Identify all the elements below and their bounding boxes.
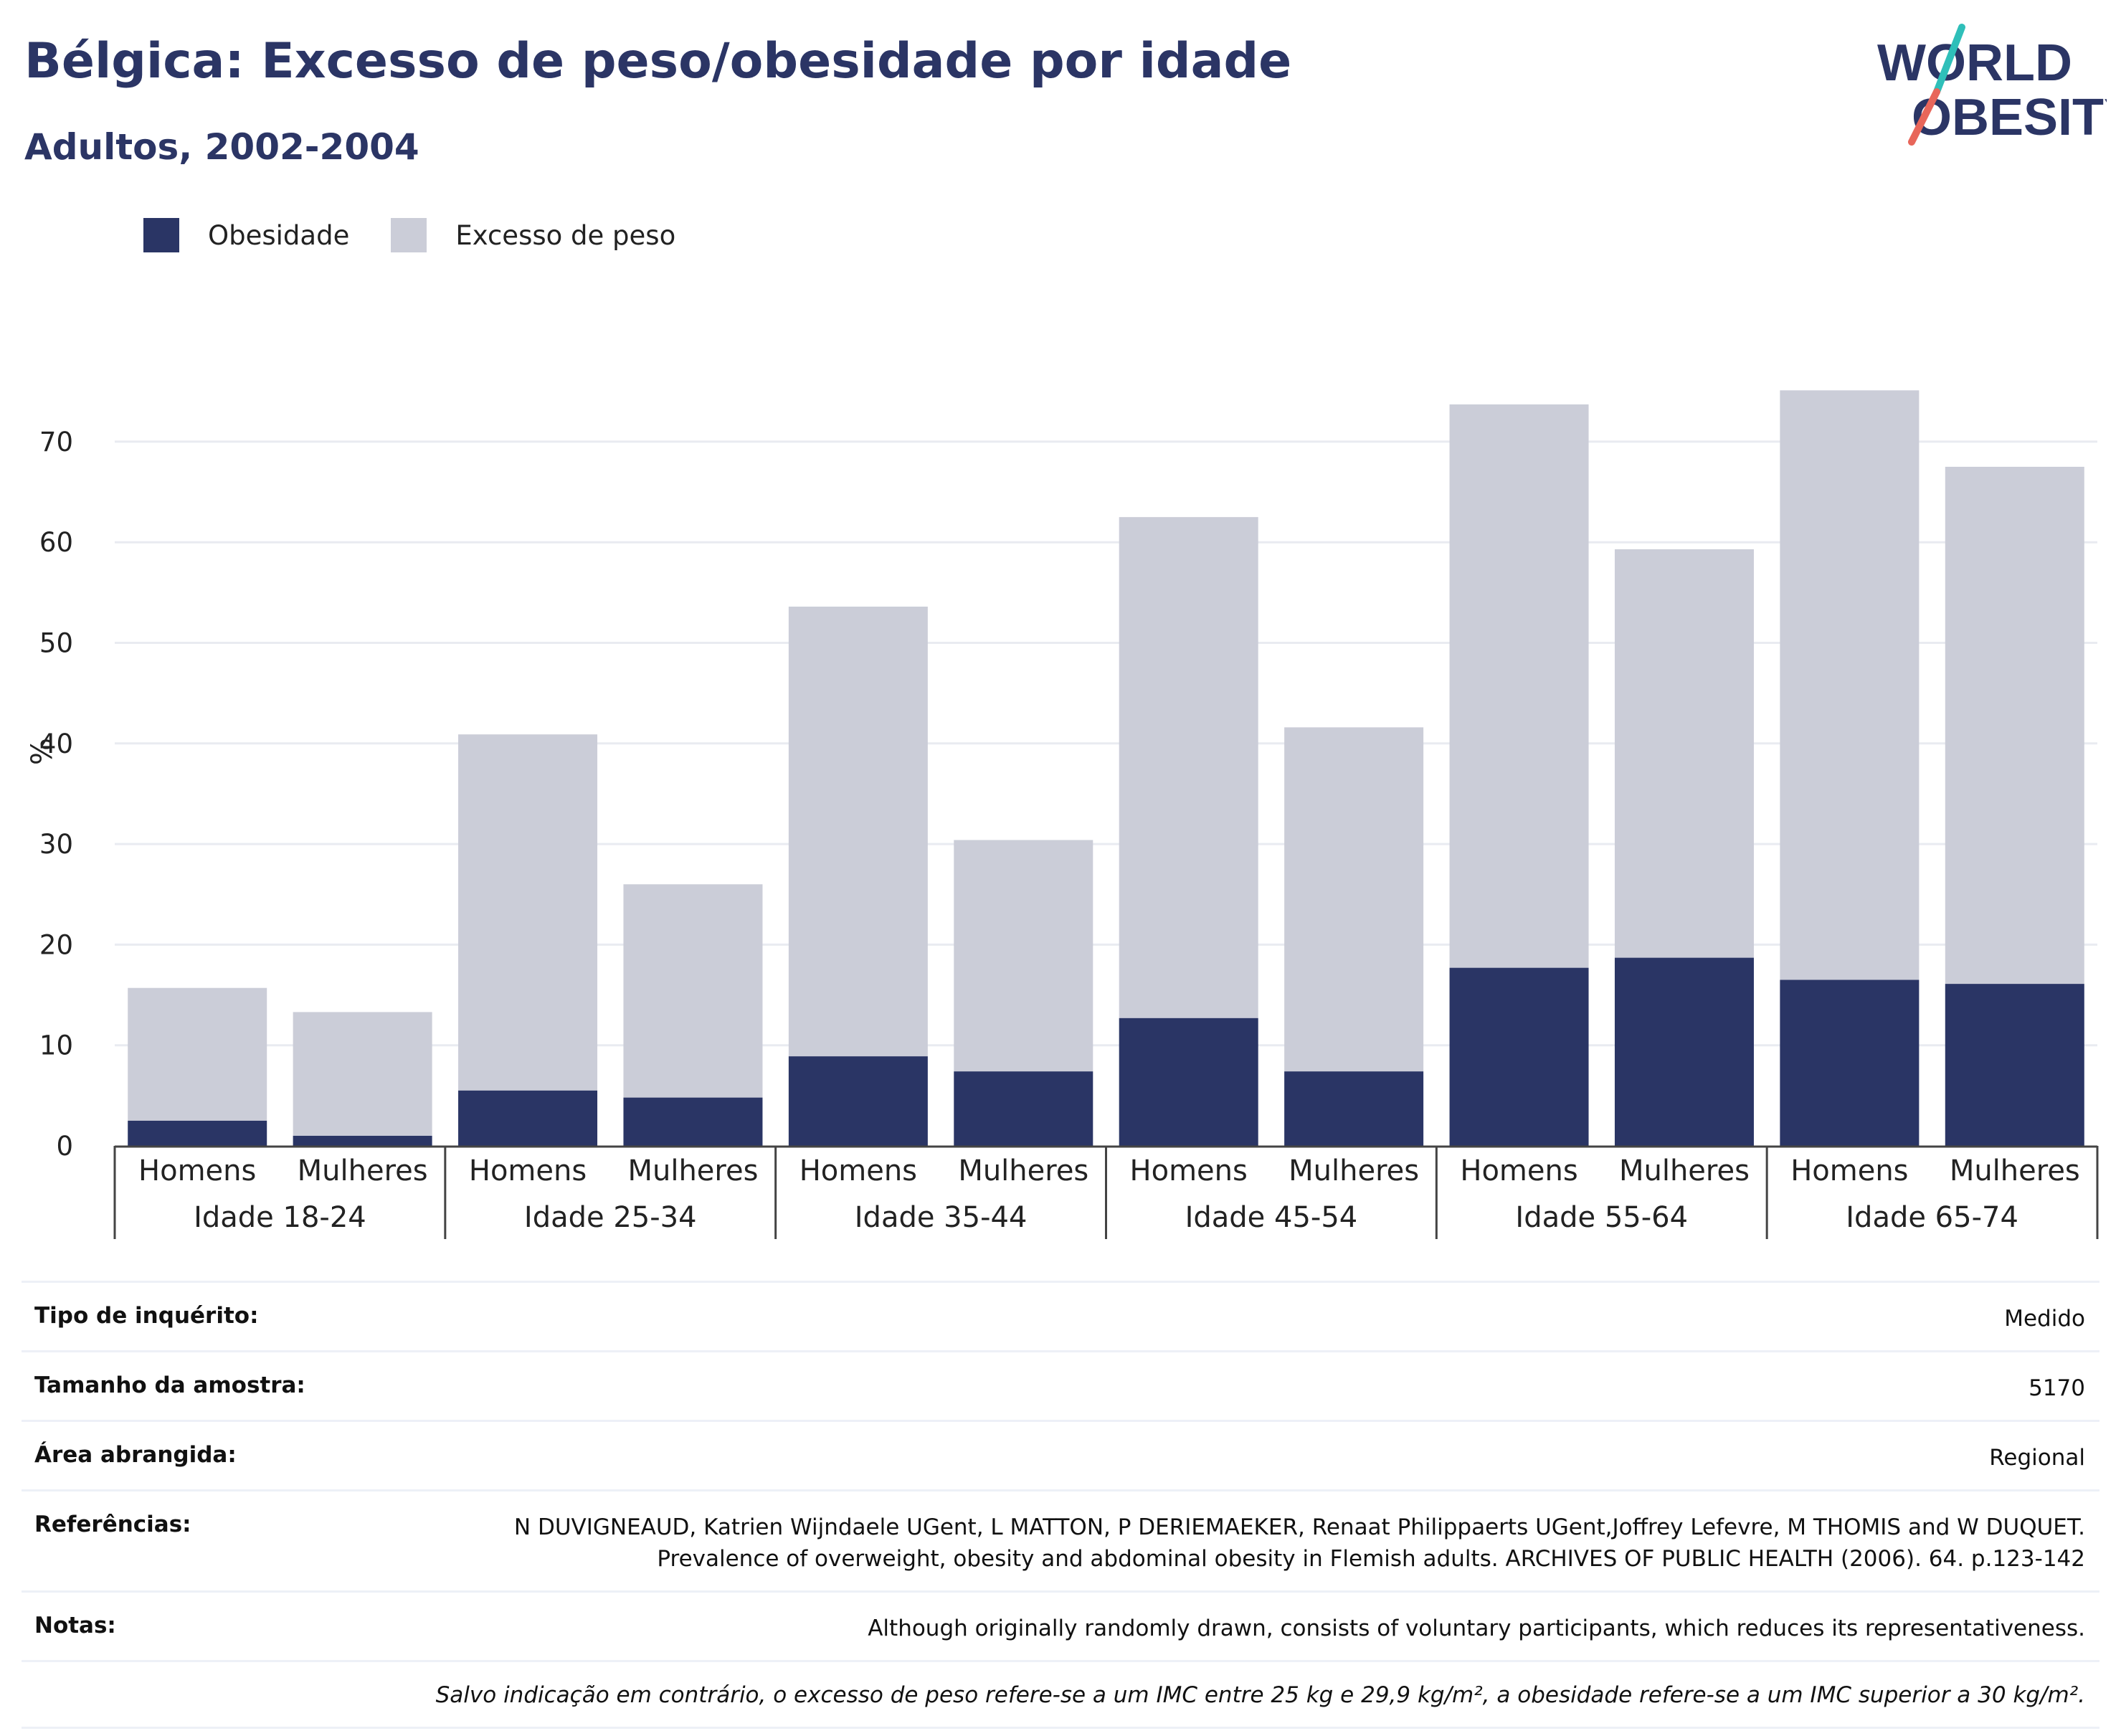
legend-item-overweight[interactable]: Excesso de peso xyxy=(391,218,675,252)
bar-overweight xyxy=(1780,390,1920,980)
x-tick-label: Homens xyxy=(1790,1154,1908,1187)
x-tick-label: Homens xyxy=(1130,1154,1248,1187)
info-row-notes: Notas: Although originally randomly draw… xyxy=(22,1590,2099,1660)
bar-overweight xyxy=(623,884,763,1098)
group-label: Idade 25-34 xyxy=(524,1201,697,1234)
y-tick-label: 20 xyxy=(39,929,73,960)
y-tick-label: 0 xyxy=(56,1131,73,1162)
bar-overweight xyxy=(293,1012,432,1136)
x-tick-label: Mulheres xyxy=(1950,1154,2080,1187)
legend-label-overweight: Excesso de peso xyxy=(455,219,676,251)
x-tick-label: Mulheres xyxy=(298,1154,428,1187)
info-row-sample-size: Tamanho da amostra: 5170 xyxy=(22,1350,2099,1420)
x-tick-label: Mulheres xyxy=(958,1154,1088,1187)
info-label: Referências: xyxy=(34,1512,191,1538)
x-tick-label: Mulheres xyxy=(1619,1154,1750,1187)
y-tick-label: 70 xyxy=(39,427,73,457)
x-tick-label: Homens xyxy=(138,1154,256,1187)
bar-overweight xyxy=(128,987,267,1121)
info-row-survey-type: Tipo de inquérito: Medido xyxy=(22,1281,2099,1350)
chart-subtitle: Adultos, 2002-2004 xyxy=(24,126,419,168)
bar-overweight xyxy=(788,606,928,1057)
svg-text:WORLD: WORLD xyxy=(1877,34,2072,92)
y-tick-label: 30 xyxy=(39,829,73,860)
legend-item-obesity[interactable]: Obesidade xyxy=(143,218,349,252)
y-tick-label: 50 xyxy=(39,628,73,659)
legend-label-obesity: Obesidade xyxy=(208,219,350,251)
x-tick-label: Mulheres xyxy=(1289,1154,1419,1187)
bar-overweight xyxy=(1614,549,1754,958)
info-row-area-covered: Área abrangida: Regional xyxy=(22,1420,2099,1489)
legend-swatch-obesity xyxy=(143,218,179,252)
bar-overweight xyxy=(458,734,598,1091)
bar-obesity xyxy=(1614,957,1754,1146)
bar-obesity xyxy=(1945,984,2084,1146)
y-tick-label: 60 xyxy=(39,527,73,558)
bar-overweight xyxy=(1284,727,1424,1072)
bar-obesity xyxy=(1119,1018,1258,1146)
chart-legend: Obesidade Excesso de peso xyxy=(143,215,717,255)
info-label: Tamanho da amostra: xyxy=(34,1372,305,1399)
group-label: Idade 35-44 xyxy=(855,1201,1028,1234)
x-tick-label: Homens xyxy=(1460,1154,1577,1187)
y-axis-label: % xyxy=(26,738,59,765)
survey-info-table: Tipo de inquérito: Medido Tamanho da amo… xyxy=(22,1281,2099,1730)
legend-swatch-overweight xyxy=(391,218,427,252)
x-tick-label: Mulheres xyxy=(627,1154,758,1187)
bar-overweight xyxy=(1449,404,1589,968)
bmi-footnote: Salvo indicação em contrário, o excesso … xyxy=(22,1660,2099,1730)
info-label: Notas: xyxy=(34,1613,116,1639)
svg-text:OBESITY: OBESITY xyxy=(1912,89,2107,146)
bar-obesity xyxy=(128,1120,267,1146)
group-label: Idade 55-64 xyxy=(1515,1201,1688,1234)
group-label: Idade 18-24 xyxy=(194,1201,366,1234)
y-tick-label: 40 xyxy=(39,729,73,759)
bar-obesity xyxy=(788,1056,928,1146)
x-tick-label: Homens xyxy=(799,1154,917,1187)
group-label: Idade 65-74 xyxy=(1846,1201,2018,1234)
chart-title: Bélgica: Excesso de peso/obesidade por i… xyxy=(24,33,1292,90)
info-value: N DUVIGNEAUD, Katrien Wijndaele UGent, L… xyxy=(513,1514,2085,1573)
bar-obesity xyxy=(954,1071,1093,1146)
info-label: Área abrangida: xyxy=(34,1442,237,1469)
info-value: 5170 xyxy=(2029,1375,2085,1402)
info-value: Regional xyxy=(1989,1445,2085,1471)
info-row-references: Referências: N DUVIGNEAUD, Katrien Wijnd… xyxy=(22,1489,2099,1590)
bar-obesity xyxy=(623,1097,763,1146)
bar-overweight xyxy=(1945,466,2084,985)
info-label: Tipo de inquérito: xyxy=(34,1303,259,1329)
world-obesity-logo: WORLD OBESITY xyxy=(1877,24,2107,146)
bar-obesity xyxy=(1780,980,1920,1146)
bar-overweight xyxy=(954,840,1093,1072)
info-value: Medido xyxy=(2004,1306,2085,1332)
y-tick-label: 10 xyxy=(39,1030,73,1061)
bar-overweight xyxy=(1119,517,1258,1018)
group-label: Idade 45-54 xyxy=(1185,1201,1358,1234)
bar-obesity xyxy=(293,1135,432,1146)
info-value: Although originally randomly drawn, cons… xyxy=(868,1616,2085,1642)
bar-chart: 0 10 20 30 40 50 60 70% Homens Mulheres Homens Mulh… xyxy=(26,390,2099,1239)
bar-obesity xyxy=(1284,1071,1424,1146)
bar-obesity xyxy=(458,1090,598,1146)
x-tick-label: Homens xyxy=(469,1154,587,1187)
bar-obesity xyxy=(1449,967,1589,1146)
